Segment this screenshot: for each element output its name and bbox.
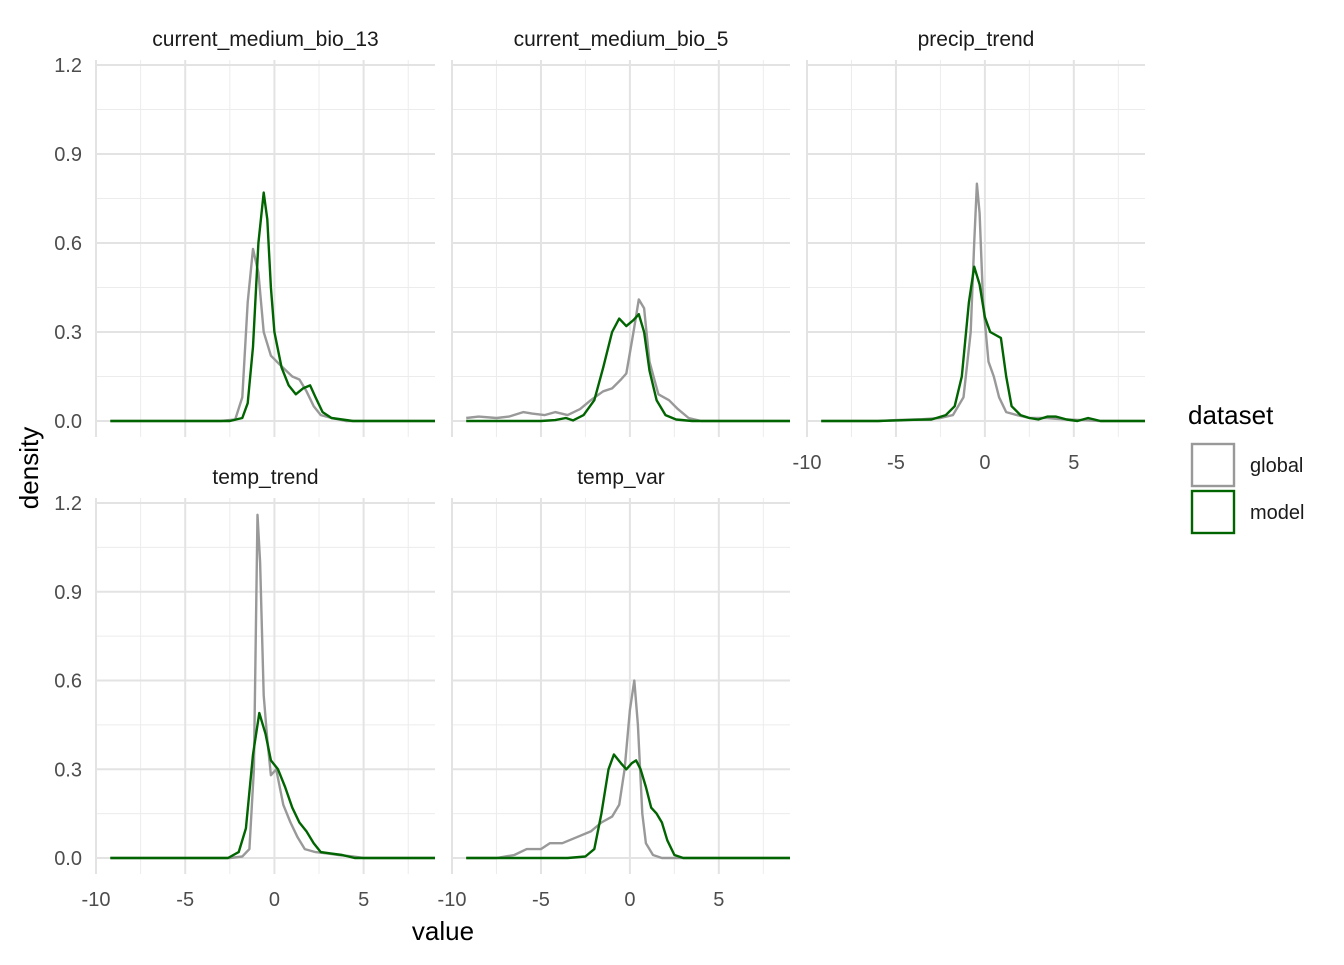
- legend-title: dataset: [1188, 400, 1274, 430]
- legend-key-model: [1190, 489, 1236, 535]
- y-tick-label: 1.2: [54, 55, 82, 77]
- y-axis-title: density: [14, 427, 44, 509]
- y-tick-label: 0.9: [54, 582, 82, 604]
- y-tick-label: 0.0: [54, 411, 82, 433]
- y-tick-label: 0.6: [54, 233, 82, 255]
- x-tick-label: -5: [176, 889, 194, 911]
- density-line-global: [110, 247, 435, 423]
- facet-title: current_medium_bio_5: [514, 28, 729, 51]
- y-tick-label: 0.3: [54, 759, 82, 781]
- density-line-global: [110, 513, 435, 860]
- density-line-model: [466, 313, 790, 423]
- density-line-global: [466, 679, 790, 860]
- x-tick-label: 5: [1068, 452, 1079, 474]
- y-tick-label: 1.2: [54, 493, 82, 515]
- legend-label-global: global: [1250, 455, 1303, 477]
- x-tick-label: -10: [438, 889, 467, 911]
- x-axis-title: value: [412, 916, 474, 946]
- y-tick-label: 0.6: [54, 671, 82, 693]
- x-tick-label: 0: [979, 452, 990, 474]
- facet-title: temp_trend: [212, 466, 318, 489]
- x-tick-label: -5: [887, 452, 905, 474]
- facet-title: precip_trend: [918, 28, 1035, 51]
- x-tick-label: 0: [269, 889, 280, 911]
- facet-title: temp_var: [577, 466, 665, 489]
- density-line-global: [466, 298, 790, 423]
- x-tick-label: -10: [82, 889, 111, 911]
- y-tick-label: 0.3: [54, 322, 82, 344]
- density-line-model: [110, 711, 435, 860]
- x-tick-label: 0: [624, 889, 635, 911]
- y-tick-label: 0.9: [54, 144, 82, 166]
- x-tick-label: -10: [793, 452, 822, 474]
- x-tick-label: -5: [532, 889, 550, 911]
- legend-key-global: [1190, 442, 1236, 488]
- density-line-model: [466, 753, 790, 860]
- x-tick-label: 5: [358, 889, 369, 911]
- facet-title: current_medium_bio_13: [152, 28, 378, 51]
- density-line-model: [110, 191, 435, 423]
- x-tick-label: 5: [713, 889, 724, 911]
- density-line-model: [821, 265, 1145, 423]
- y-tick-label: 0.0: [54, 848, 82, 870]
- legend-label-model: model: [1250, 502, 1304, 524]
